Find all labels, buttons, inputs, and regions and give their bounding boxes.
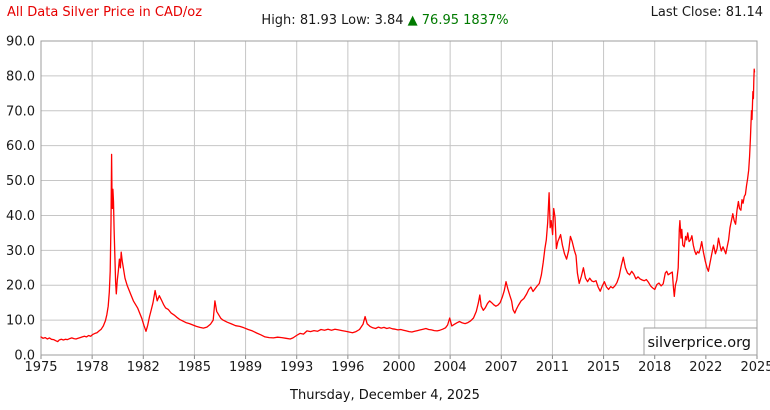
- plot-border: [40, 40, 758, 356]
- price-line: [40, 68, 756, 343]
- high-low-text: High: 81.93 Low: 3.84: [261, 13, 404, 28]
- watermark-box: [643, 327, 758, 356]
- x-axis-label: 1982: [127, 360, 160, 375]
- change-up-text: ▲ 76.95 1837%: [407, 13, 509, 28]
- x-axis-label: 1978: [76, 360, 109, 375]
- y-axis-label: 20.0: [6, 279, 35, 294]
- x-axis-label: 2025: [740, 360, 770, 375]
- x-axis-label: 1975: [24, 360, 57, 375]
- x-axis-label: 2018: [638, 360, 671, 375]
- x-axis-label: 1985: [178, 360, 211, 375]
- x-axis-label: 1996: [331, 360, 364, 375]
- y-axis-label: 60.0: [6, 139, 35, 154]
- watermark-text: silverprice.org: [647, 335, 751, 351]
- x-axis-label: 1993: [280, 360, 313, 375]
- y-axis-label: 50.0: [6, 174, 35, 189]
- y-axis-label: 70.0: [6, 104, 35, 119]
- x-axis-label: 2000: [382, 360, 415, 375]
- chart-title: All Data Silver Price in CAD/oz: [7, 5, 203, 20]
- y-axis-label: 40.0: [6, 209, 35, 224]
- x-axis-label: 1989: [229, 360, 262, 375]
- high-low-change-summary: High: 81.93 Low: 3.84 ▲ 76.95 1837%: [0, 13, 770, 28]
- x-axis-label: 2015: [587, 360, 620, 375]
- last-close-text: Last Close: 81.14: [650, 5, 763, 20]
- x-axis-label: 2007: [485, 360, 518, 375]
- x-axis-label: 2004: [434, 360, 467, 375]
- current-date-label: Thursday, December 4, 2025: [290, 388, 480, 403]
- x-axis-label: 2011: [536, 360, 569, 375]
- y-axis-label: 10.0: [6, 314, 35, 329]
- y-axis-label: 30.0: [6, 244, 35, 259]
- x-axis-label: 2022: [689, 360, 722, 375]
- y-axis-label: 90.0: [6, 35, 35, 50]
- y-axis-label: 0.0: [14, 349, 35, 364]
- y-axis-label: 80.0: [6, 69, 35, 84]
